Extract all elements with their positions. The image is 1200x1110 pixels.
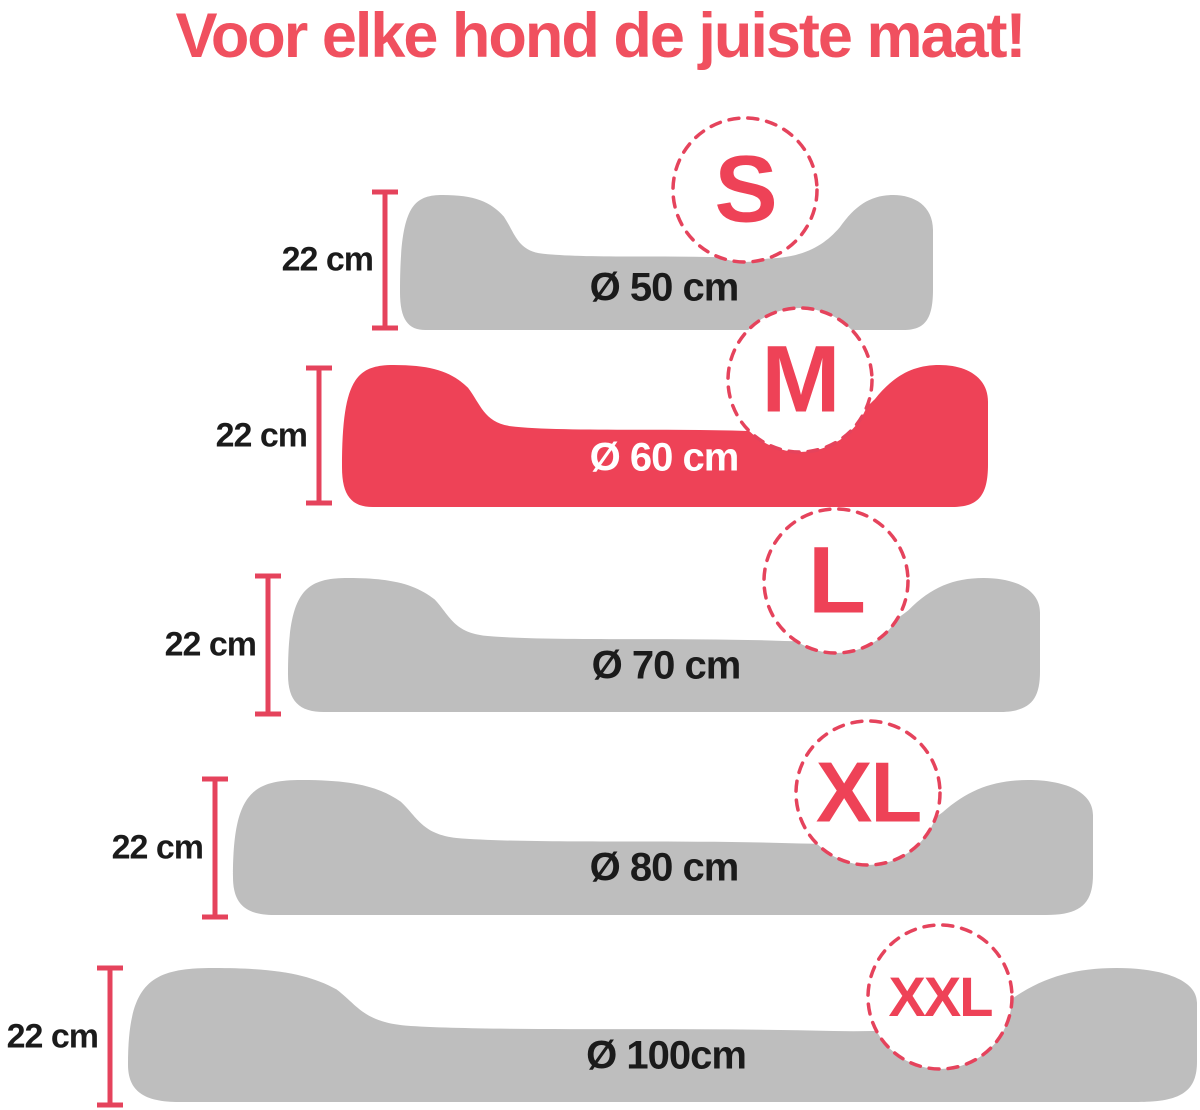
height-dimension-line-xxl	[97, 965, 123, 1108]
height-dimension-line-s	[372, 189, 398, 331]
size-badge-circle-l	[762, 507, 910, 655]
height-label-s: 22 cm	[281, 240, 374, 279]
size-letter-xl: XL	[815, 745, 923, 841]
height-label-l: 22 cm	[164, 625, 257, 664]
height-dimension-line-xl	[202, 776, 228, 920]
height-label-m: 22 cm	[215, 416, 308, 454]
height-dimension-line-l	[255, 573, 281, 717]
diameter-label-xxl: Ø 100cm	[586, 1033, 747, 1078]
bed-silhouette-s	[400, 195, 933, 330]
bed-silhouette-xl	[233, 780, 1093, 915]
size-badge-circle-s	[671, 116, 819, 264]
size-letter-s: S	[714, 136, 777, 243]
height-label-xxl: 22 cm	[6, 1017, 99, 1055]
height-label-xl: 22 cm	[111, 828, 204, 867]
bed-silhouette-l	[288, 578, 1040, 712]
page-title: Voor elke hond de juiste maat!	[175, 1, 1026, 71]
size-badge-circle-xl	[794, 719, 942, 867]
diameter-label-m: Ø 60 cm	[589, 435, 740, 480]
size-badge-circle-m	[726, 306, 874, 454]
height-dimension-line-m	[306, 365, 332, 506]
size-letter-m: M	[761, 326, 840, 433]
size-badge-circle-xxl	[866, 923, 1014, 1071]
diameter-label-l: Ø 70 cm	[591, 643, 742, 688]
size-letter-xxl: XXL	[888, 965, 994, 1028]
diameter-label-s: Ø 50 cm	[589, 265, 740, 310]
diameter-label-xl: Ø 80 cm	[589, 845, 740, 890]
size-letter-l: L	[807, 527, 866, 634]
bed-silhouette-m	[342, 365, 988, 507]
